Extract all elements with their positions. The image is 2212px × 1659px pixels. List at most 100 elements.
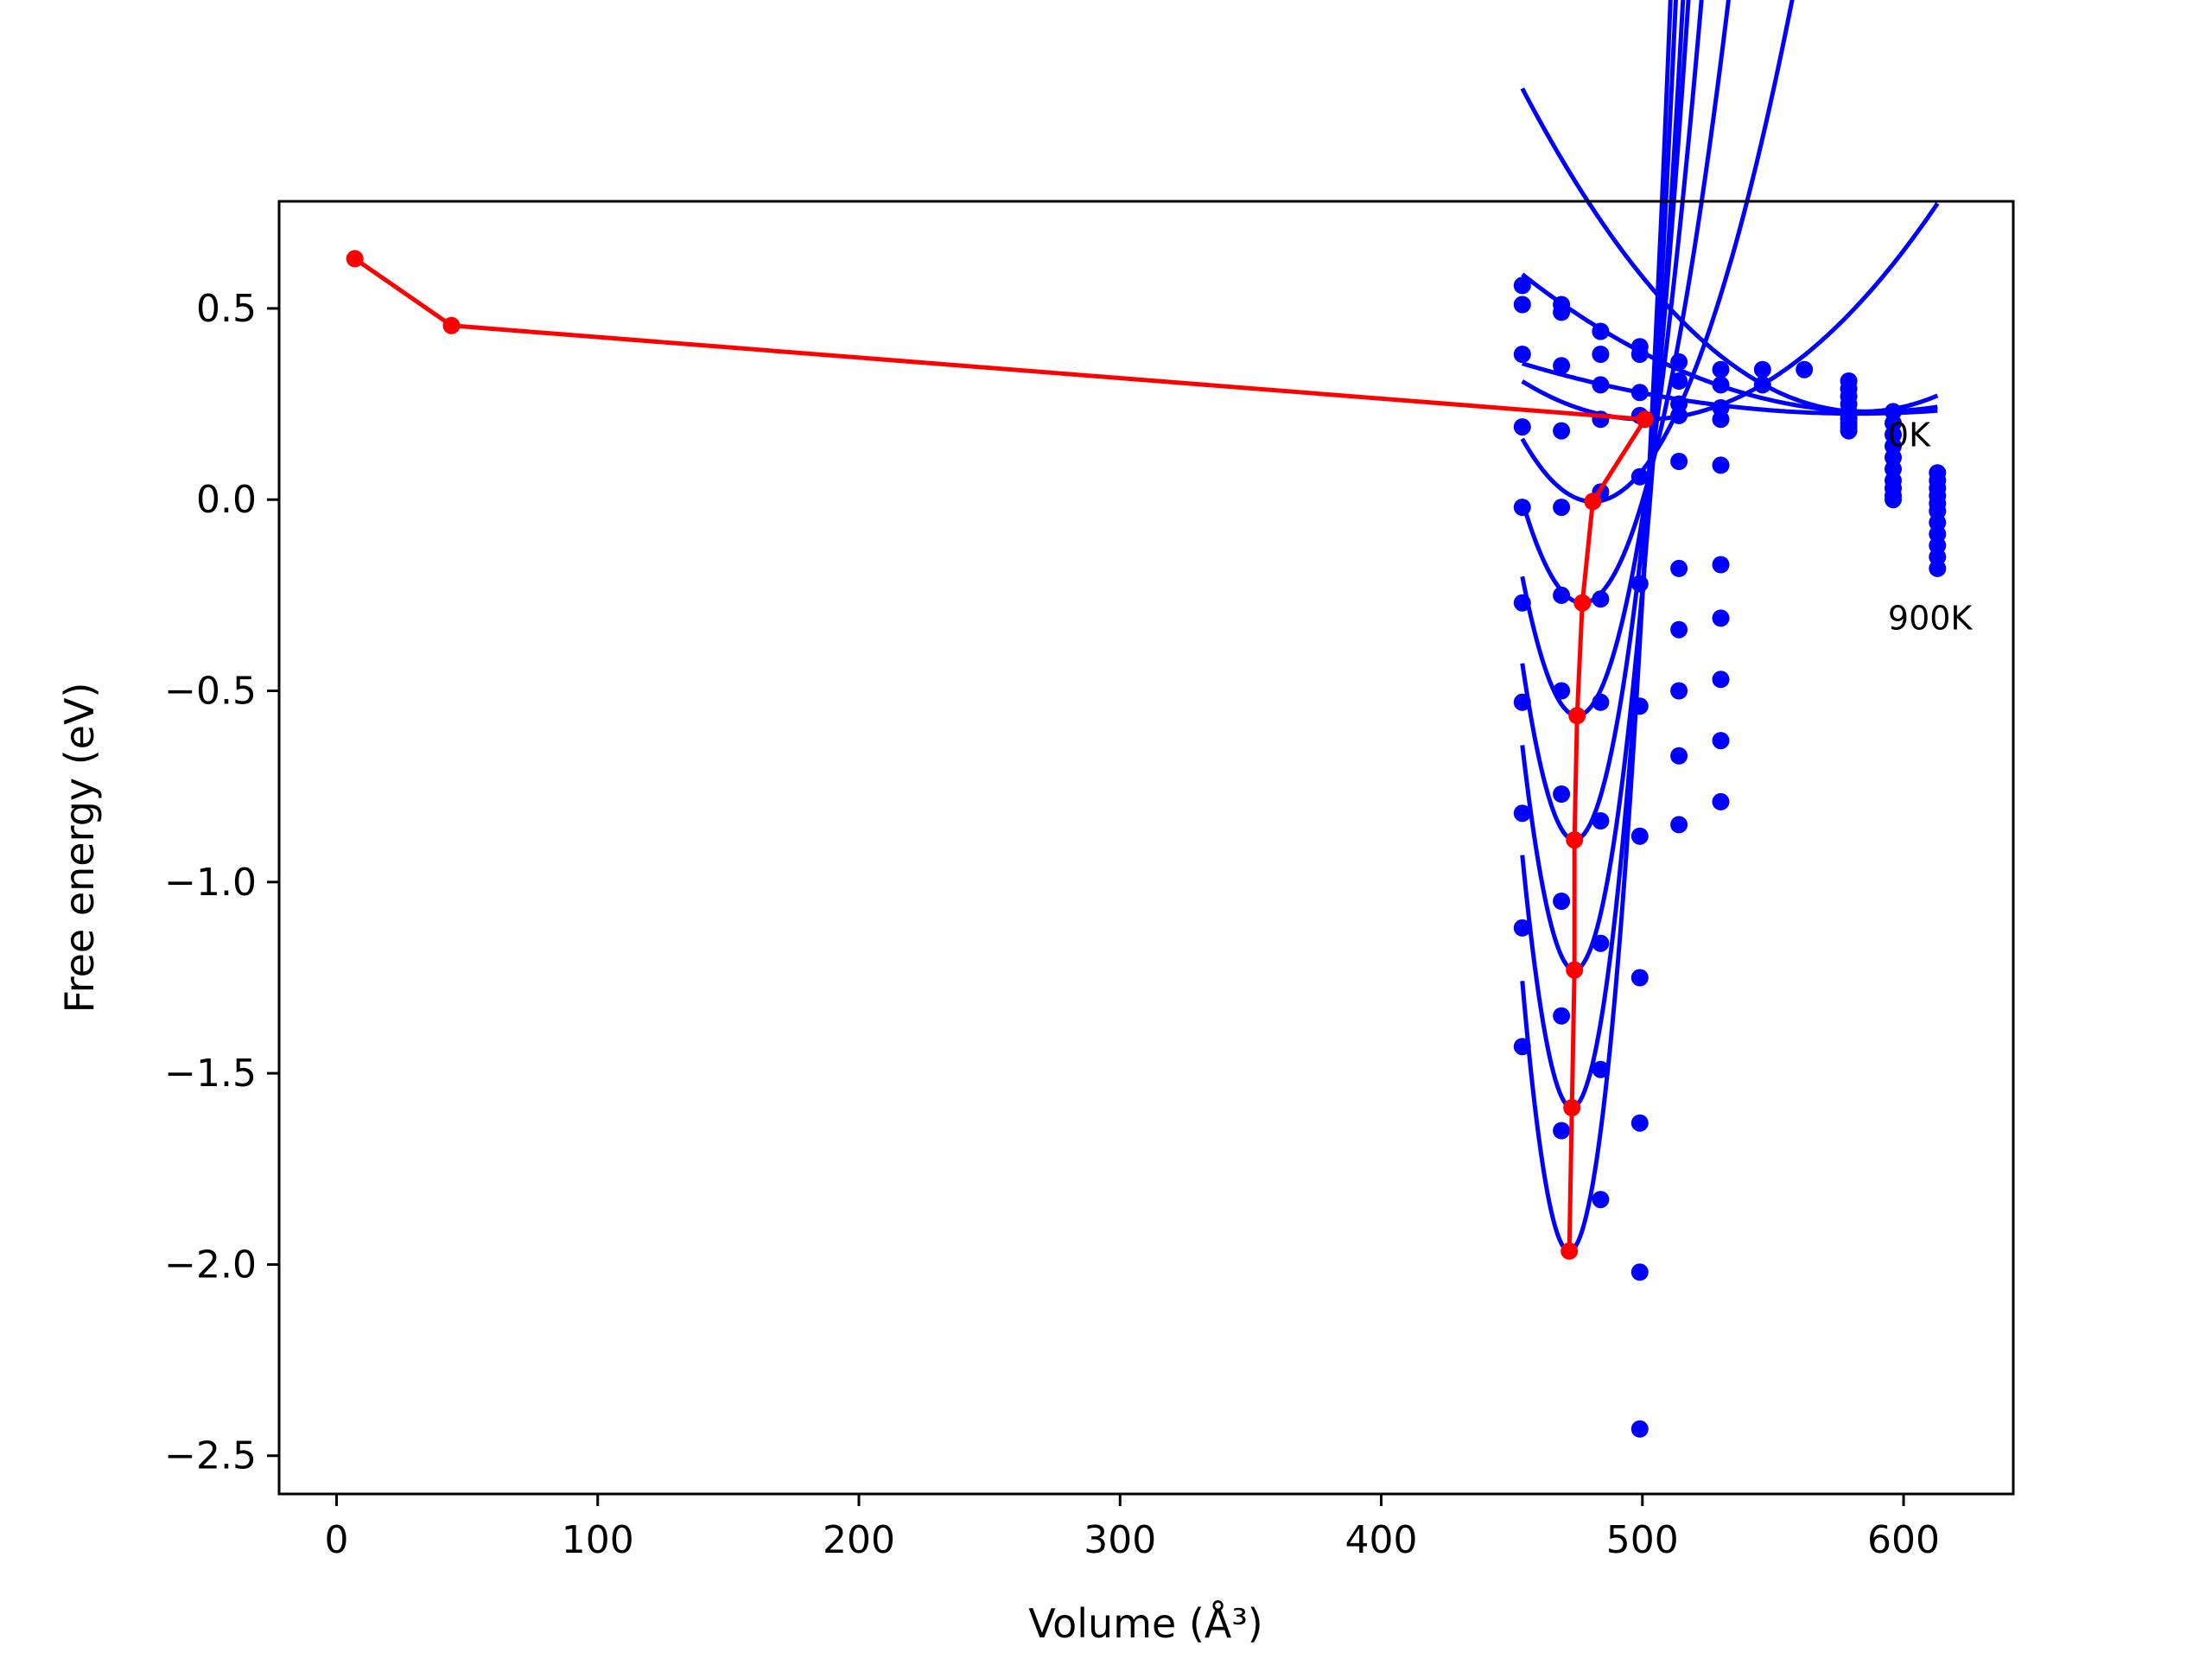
- data-point-1-4: [1670, 372, 1688, 390]
- y-tick-label-1: 0.0: [196, 478, 257, 522]
- data-point-9-4: [1670, 816, 1688, 834]
- fit-curve-4: [1520, 0, 1795, 504]
- data-point-9-6: [1840, 422, 1858, 440]
- data-point-5-5: [1712, 556, 1730, 574]
- y-axis-label: Free energy (eV): [56, 683, 103, 1014]
- data-point-8-5: [1712, 732, 1730, 750]
- data-point-6-5: [1712, 609, 1730, 627]
- data-point-8-1: [1553, 893, 1571, 910]
- minima-point-9: [1560, 1242, 1579, 1260]
- data-point-9-0: [1513, 1038, 1531, 1056]
- minima-point-1: [442, 316, 461, 334]
- data-point-10-2: [1630, 1263, 1649, 1281]
- y-tick-label-0: 0.5: [196, 287, 257, 331]
- data-point-9-5: [1712, 792, 1730, 810]
- minima-point-6: [1566, 831, 1584, 849]
- data-point-9-2: [1592, 1060, 1610, 1078]
- x-tick-label-1: 100: [562, 1518, 634, 1562]
- data-point-0-4: [1670, 353, 1688, 371]
- fit-curve-6: [1520, 0, 1704, 718]
- data-point-10-3: [1929, 559, 1947, 577]
- minima-point-3: [1584, 493, 1602, 511]
- data-point-8-3: [1630, 969, 1649, 987]
- y-tick-label-3: −1.0: [164, 861, 257, 905]
- x-tick-label-4: 400: [1345, 1518, 1418, 1562]
- ticks: 0 100 200 300 400 500 600 0.5 0.0 −0.5 −1.0 −1.5 −2.…: [164, 287, 1940, 1562]
- data-point-9-7: [1885, 491, 1902, 509]
- data-point-5-0: [1513, 594, 1531, 612]
- data-point-0-7: [1796, 360, 1814, 378]
- fit-curve-8: [1520, 0, 1686, 973]
- data-point-1-6: [1753, 376, 1771, 394]
- data-point-5-3: [1630, 575, 1649, 593]
- data-point-9-3: [1630, 1114, 1649, 1132]
- minima-line: [353, 257, 1649, 1251]
- data-point-1-5: [1712, 376, 1730, 394]
- data-point-4-5: [1712, 456, 1730, 474]
- data-point-1-0: [1513, 296, 1531, 314]
- data-point-1-3: [1630, 346, 1649, 363]
- data-point-7-3: [1630, 827, 1649, 845]
- x-tick-label-0: 0: [324, 1518, 348, 1562]
- annotations: 0K 900K: [1888, 416, 1974, 637]
- outlier-point-0: [1630, 1420, 1649, 1438]
- y-tick-label-5: −2.0: [164, 1243, 257, 1287]
- data-point-3-1: [1553, 422, 1571, 440]
- data-point-5-2: [1592, 590, 1610, 608]
- fit-curve-2: [1522, 361, 1938, 416]
- y-tick-label-2: −0.5: [164, 670, 257, 714]
- data-point-0-2: [1592, 322, 1610, 340]
- y-tick-label-4: −1.5: [164, 1052, 257, 1096]
- data-point-4-1: [1553, 499, 1571, 517]
- data-point-7-0: [1513, 804, 1531, 823]
- data-point-8-2: [1592, 934, 1610, 952]
- data-point-2-1: [1553, 357, 1571, 375]
- x-axis-label: Volume (Å³): [1028, 1600, 1263, 1647]
- fit-curve-1: [1521, 272, 1938, 414]
- data-point-2-0: [1513, 346, 1531, 363]
- axes-frame: [277, 200, 2015, 1496]
- fit-curve-5: [1520, 0, 1731, 606]
- data-point-7-4: [1670, 682, 1688, 700]
- data-point-1-2: [1592, 346, 1610, 363]
- data-point-10-1: [1592, 1191, 1610, 1209]
- data-point-9-1: [1553, 1007, 1571, 1025]
- data-point-10-0: [1553, 1122, 1571, 1140]
- fit-curve-9: [1520, 0, 1678, 1110]
- fit-curve-10: [1520, 0, 1673, 1254]
- data-point-5-1: [1553, 586, 1571, 604]
- data-point-1-1: [1553, 303, 1571, 321]
- data-point-3-0: [1513, 418, 1531, 436]
- data-point-7-2: [1592, 812, 1610, 830]
- x-tick-label-2: 200: [823, 1518, 895, 1562]
- minima-point-5: [1568, 707, 1586, 725]
- y-tick-label-6: −2.5: [164, 1434, 257, 1478]
- x-tick-label-6: 600: [1867, 1518, 1940, 1562]
- data-point-2-2: [1592, 376, 1610, 394]
- data-point-2-3: [1630, 384, 1649, 402]
- fit-curve-3: [1521, 202, 1940, 422]
- data-point-8-0: [1513, 918, 1531, 937]
- plot-area: [346, 0, 1947, 1438]
- data-point-6-1: [1553, 682, 1571, 700]
- data-point-7-1: [1553, 785, 1571, 803]
- data-point-0-5: [1712, 360, 1730, 378]
- data-point-0-6: [1753, 360, 1771, 378]
- data-point-4-4: [1670, 453, 1688, 470]
- minima-point-4: [1573, 594, 1592, 612]
- annotation-0: 0K: [1888, 416, 1931, 454]
- fit-curve-0: [1520, 87, 1939, 414]
- minima-point-0: [346, 250, 364, 268]
- data-point-6-2: [1592, 693, 1610, 711]
- data-point-0-0: [1513, 276, 1531, 295]
- x-tick-label-3: 300: [1084, 1518, 1156, 1562]
- data-point-4-0: [1513, 499, 1531, 517]
- annotation-1: 900K: [1888, 600, 1974, 638]
- minima-point-2: [1636, 410, 1654, 429]
- data-point-3-4: [1670, 406, 1688, 424]
- data-point-8-4: [1670, 747, 1688, 765]
- x-tick-label-5: 500: [1606, 1518, 1679, 1562]
- minima-point-8: [1563, 1099, 1581, 1116]
- minima-point-7: [1566, 961, 1584, 979]
